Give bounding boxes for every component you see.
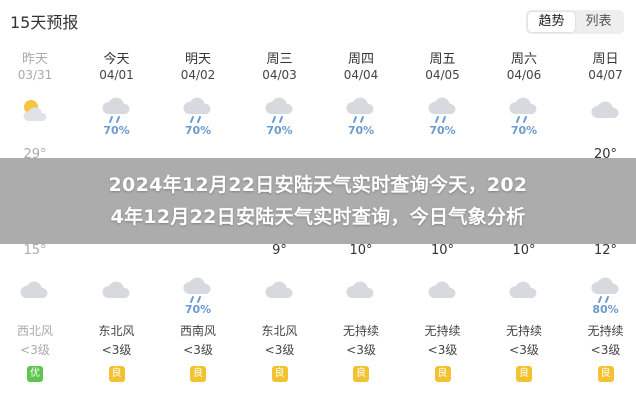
forecast-day[interactable]: 周五 04/05 70% 10° 无持续 <3级良: [408, 0, 478, 400]
day-date: 04/07: [588, 68, 623, 82]
night-precip-chance: 80%: [592, 303, 619, 316]
wind-direction: 无持续: [587, 324, 624, 338]
rain-cloud-icon: [588, 276, 624, 304]
cloud-icon: [425, 276, 461, 304]
rain-cloud-icon: [506, 96, 542, 124]
forecast-header: 15天预报 趋势 列表: [0, 0, 636, 40]
rain-cloud-icon: [343, 96, 379, 124]
forecast-day[interactable]: 周六 04/06 70% 10° 无持续 <3级良: [489, 0, 559, 400]
day-date: 04/03: [262, 68, 297, 82]
tab-list[interactable]: 列表: [585, 14, 612, 29]
wind-level: <3级: [427, 343, 458, 357]
day-precip-chance: 70%: [266, 124, 293, 137]
night-low-temp: 15°: [23, 243, 47, 258]
tab-trend[interactable]: 趋势: [528, 12, 575, 32]
day-precip-chance: 70%: [347, 124, 375, 137]
cloud-icon: [343, 276, 379, 304]
rain-cloud-icon: [425, 96, 461, 124]
aqi-badge: 良: [516, 366, 532, 382]
wind-level: <3级: [20, 343, 50, 357]
day-name: 昨天: [21, 52, 48, 67]
forecast-day[interactable]: 今天 04/01 70% 东北风 <3级良: [82, 0, 152, 400]
cloud-icon: [99, 276, 135, 304]
night-precip-chance: 70%: [184, 303, 212, 316]
cloud-icon: [506, 276, 542, 304]
rain-cloud-icon: [262, 96, 298, 124]
wind-direction: 无持续: [505, 324, 542, 338]
day-date: 04/02: [180, 68, 216, 82]
wind-direction: 东北风: [261, 324, 298, 338]
wind-level: <3级: [590, 343, 621, 357]
cloud-icon: [262, 276, 298, 304]
day-date: 04/04: [343, 68, 379, 82]
banner-line-2: 4年12月22日安陆天气实时查询，今日气象分析: [110, 206, 526, 228]
rain-cloud-icon: [180, 96, 216, 124]
aqi-badge: 良: [108, 366, 125, 382]
night-low-temp: 9°: [272, 243, 287, 258]
day-precip-chance: 70%: [103, 124, 130, 137]
wind-level: <3级: [264, 343, 295, 357]
wind-level: <3级: [509, 343, 539, 357]
wind-direction: 无持续: [424, 324, 461, 338]
wind-direction: 西北风: [16, 324, 53, 338]
forecast-day[interactable]: 周三 04/03 70% 9° 东北风 <3级良: [245, 0, 315, 400]
day-precip-chance: 70%: [184, 124, 212, 137]
forecast-title: 15天预报: [10, 13, 79, 32]
aqi-badge: 良: [271, 366, 288, 382]
day-name: 周五: [429, 52, 456, 67]
day-name: 今天: [103, 52, 130, 67]
aqi-badge: 优: [27, 366, 43, 382]
aqi-badge: 良: [597, 366, 614, 382]
aqi-badge: 良: [353, 366, 369, 382]
day-date: 03/31: [17, 68, 53, 82]
wind-direction: 东北风: [98, 324, 135, 338]
banner-line-1: 2024年12月22日安陆天气实时查询今天，202: [108, 174, 528, 196]
day-name: 周四: [347, 52, 374, 67]
day-name: 周三: [266, 52, 293, 67]
night-low-temp: 10°: [430, 243, 455, 258]
forecast-day[interactable]: 周日 04/07 20° 12° 80% 无持续 <3级良: [571, 0, 636, 400]
day-name: 周六: [510, 52, 537, 67]
day-name: 周日: [592, 52, 619, 67]
wind-level: <3级: [101, 343, 132, 357]
wind-direction: 无持续: [342, 324, 379, 338]
forecast-day[interactable]: 明天 04/02 70% 70% 西南风 <3级良: [163, 0, 233, 400]
day-precip-chance: 70%: [510, 124, 538, 137]
view-toggle[interactable]: 趋势 列表: [526, 10, 624, 34]
sun-cloud-icon: [17, 96, 53, 124]
night-low-temp: 10°: [349, 243, 373, 258]
article-title-banner: 2024年12月22日安陆天气实时查询今天，202 4年12月22日安陆天气实时…: [0, 158, 636, 244]
cloud-icon: [588, 96, 624, 124]
day-date: 04/05: [425, 68, 460, 82]
wind-direction: 西南风: [179, 324, 216, 338]
day-date: 04/01: [99, 68, 134, 82]
wind-level: <3级: [183, 343, 213, 357]
wind-level: <3级: [346, 343, 376, 357]
aqi-badge: 良: [190, 366, 206, 382]
rain-cloud-icon: [180, 276, 216, 304]
day-name: 明天: [184, 52, 211, 67]
night-low-temp: 12°: [593, 243, 618, 258]
night-low-temp: 10°: [512, 243, 536, 258]
day-date: 04/06: [506, 68, 542, 82]
aqi-badge: 良: [434, 366, 451, 382]
cloud-icon: [17, 276, 53, 304]
forecast-day[interactable]: 周四 04/04 70% 10° 无持续 <3级良: [326, 0, 396, 400]
day-precip-chance: 70%: [429, 124, 456, 137]
rain-cloud-icon: [99, 96, 135, 124]
